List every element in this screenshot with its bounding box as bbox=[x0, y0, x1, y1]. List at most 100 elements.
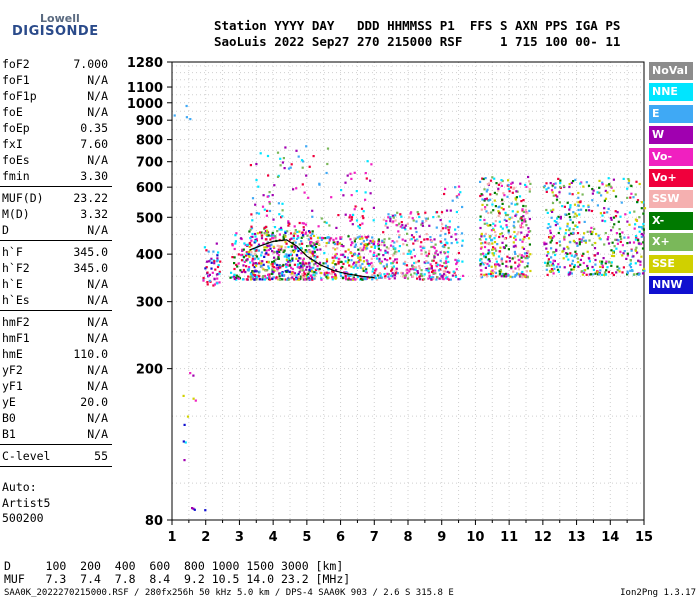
data-point bbox=[622, 266, 625, 269]
data-point bbox=[606, 238, 609, 241]
data-point bbox=[485, 197, 488, 200]
data-point bbox=[208, 273, 211, 276]
data-point bbox=[253, 270, 256, 273]
param-row: B0 N/A bbox=[0, 410, 112, 426]
data-point bbox=[491, 272, 494, 275]
data-point bbox=[261, 278, 264, 281]
data-point bbox=[386, 259, 389, 262]
param-name: h`E bbox=[2, 277, 23, 291]
data-point bbox=[559, 227, 562, 230]
data-point bbox=[505, 275, 508, 278]
data-point bbox=[570, 181, 573, 184]
data-point bbox=[446, 226, 449, 229]
data-point bbox=[486, 242, 489, 245]
data-point bbox=[324, 237, 327, 240]
x-tick-label: 1 bbox=[167, 530, 176, 545]
data-point bbox=[347, 259, 350, 262]
param-value: 7.60 bbox=[80, 137, 108, 151]
data-point bbox=[331, 275, 334, 279]
data-point bbox=[441, 245, 445, 248]
data-point bbox=[404, 239, 407, 242]
data-point bbox=[513, 250, 516, 253]
data-point bbox=[506, 195, 509, 198]
data-point bbox=[344, 267, 347, 270]
data-point bbox=[508, 260, 511, 263]
data-point bbox=[452, 270, 455, 273]
data-point bbox=[288, 259, 291, 262]
data-point bbox=[449, 209, 452, 212]
data-point bbox=[276, 230, 279, 233]
data-point bbox=[583, 239, 586, 242]
data-point bbox=[243, 260, 246, 263]
data-point bbox=[300, 268, 303, 271]
data-point bbox=[372, 267, 375, 270]
data-point bbox=[294, 241, 297, 244]
data-point bbox=[640, 226, 643, 229]
data-point bbox=[420, 252, 423, 256]
data-point bbox=[515, 274, 518, 277]
data-point bbox=[505, 265, 508, 268]
data-point bbox=[318, 267, 321, 271]
data-point bbox=[370, 245, 373, 248]
data-point bbox=[283, 234, 286, 237]
data-point bbox=[559, 217, 562, 220]
data-point bbox=[281, 249, 284, 252]
data-point bbox=[479, 263, 482, 266]
data-point bbox=[490, 270, 493, 273]
data-point bbox=[545, 254, 549, 257]
data-point bbox=[514, 214, 517, 217]
data-point bbox=[479, 247, 483, 250]
data-point bbox=[552, 194, 555, 197]
data-point bbox=[421, 246, 424, 250]
data-point bbox=[390, 262, 393, 265]
data-point bbox=[449, 278, 452, 281]
data-point bbox=[448, 226, 451, 229]
data-point bbox=[362, 217, 365, 220]
data-point bbox=[204, 509, 207, 512]
data-point bbox=[494, 271, 498, 274]
data-point bbox=[612, 273, 615, 277]
data-point bbox=[433, 247, 436, 250]
data-point bbox=[505, 244, 508, 247]
x-tick-label: 2 bbox=[201, 530, 210, 545]
data-point bbox=[266, 244, 269, 247]
data-point bbox=[251, 197, 255, 200]
data-point bbox=[329, 272, 332, 275]
data-point bbox=[293, 278, 296, 281]
data-point bbox=[280, 245, 283, 248]
data-point bbox=[368, 242, 371, 245]
data-point bbox=[483, 273, 486, 276]
data-point bbox=[481, 177, 484, 180]
data-point bbox=[402, 252, 405, 255]
data-point bbox=[494, 263, 497, 266]
data-point bbox=[365, 268, 368, 271]
data-point bbox=[524, 257, 527, 260]
param-value: 3.30 bbox=[80, 169, 108, 183]
data-point bbox=[636, 200, 639, 204]
data-point bbox=[436, 253, 439, 256]
y-tick-label: 80 bbox=[145, 514, 163, 529]
data-point bbox=[495, 193, 498, 196]
data-point bbox=[354, 243, 357, 246]
data-point bbox=[590, 209, 593, 213]
data-point bbox=[216, 265, 220, 269]
data-point bbox=[310, 270, 314, 273]
data-point bbox=[246, 278, 249, 281]
data-point bbox=[308, 165, 311, 168]
param-row: foEp 0.35 bbox=[0, 120, 112, 136]
data-point bbox=[278, 213, 281, 216]
data-point bbox=[344, 260, 347, 263]
data-point bbox=[577, 265, 580, 268]
data-point bbox=[436, 276, 439, 279]
data-point bbox=[512, 245, 515, 248]
data-point bbox=[289, 253, 293, 256]
data-point bbox=[350, 177, 353, 180]
data-point bbox=[584, 269, 587, 272]
data-point bbox=[218, 270, 221, 273]
data-point bbox=[497, 183, 500, 186]
data-point bbox=[285, 265, 288, 269]
data-point bbox=[544, 261, 547, 264]
data-point bbox=[546, 211, 549, 214]
data-point bbox=[550, 256, 553, 259]
data-point bbox=[444, 232, 447, 236]
